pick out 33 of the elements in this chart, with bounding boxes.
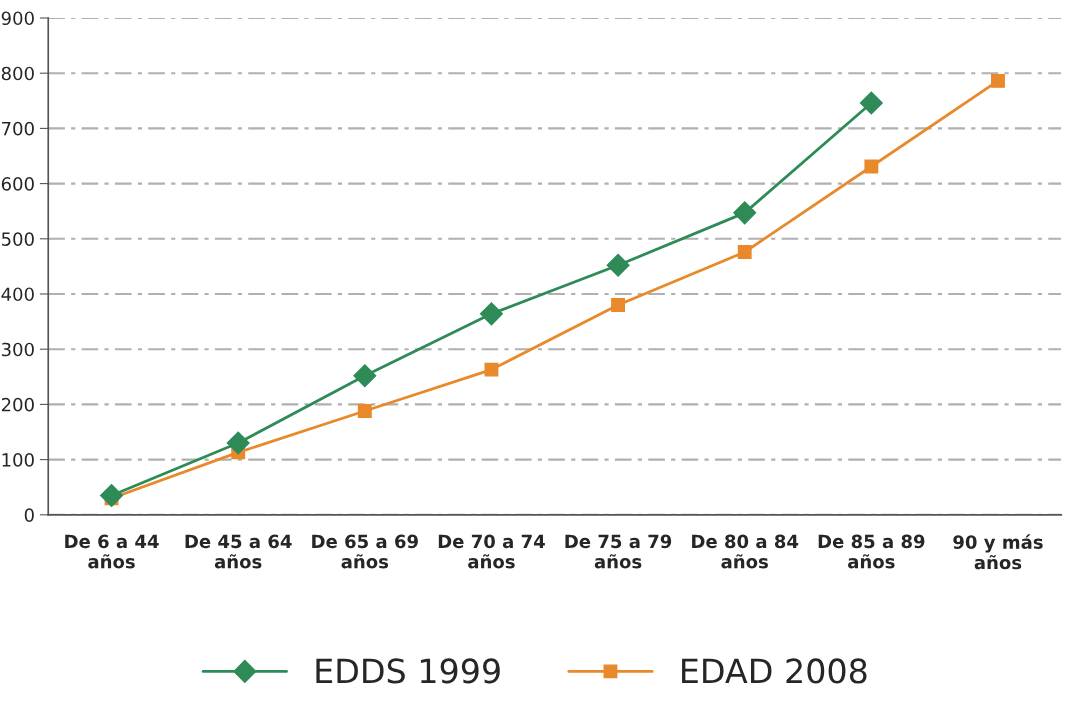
legend-label: EDDS 1999 bbox=[316, 658, 500, 684]
point bbox=[864, 159, 879, 174]
point bbox=[479, 302, 503, 326]
x-tick-label: 90 y más años bbox=[953, 534, 1043, 570]
point bbox=[733, 201, 757, 225]
y-tick-label: 800 bbox=[1, 66, 34, 81]
y-tick-label: 400 bbox=[1, 287, 34, 302]
x-tick-label: De 75 a 79 años bbox=[565, 534, 672, 569]
y-tick-label: 100 bbox=[2, 453, 34, 467]
x-tick-label: De 85 a 89 años bbox=[818, 534, 925, 569]
x-tick-label: De 45 a 64 años bbox=[185, 534, 292, 569]
y-tick-label: 600 bbox=[1, 177, 34, 191]
y-tick-label: 700 bbox=[2, 121, 34, 136]
point bbox=[606, 253, 630, 277]
point bbox=[226, 431, 250, 455]
point bbox=[859, 91, 883, 115]
point bbox=[357, 404, 372, 418]
x-tick-label: De 65 a 69 años bbox=[312, 534, 418, 569]
point bbox=[991, 73, 1005, 88]
y-tick-label: 300 bbox=[1, 342, 34, 357]
y-tick-label: 0 bbox=[24, 508, 34, 522]
point bbox=[100, 483, 124, 507]
point bbox=[353, 364, 377, 388]
y-tick-label: 900 bbox=[1, 11, 34, 26]
point bbox=[737, 245, 752, 259]
x-tick-label: De 6 a 44 años bbox=[65, 534, 159, 569]
y-tick-label: 500 bbox=[1, 232, 34, 246]
y-tick-label: 200 bbox=[1, 397, 34, 412]
x-tick-label: De 80 a 84 años bbox=[692, 534, 799, 569]
point bbox=[611, 298, 626, 312]
x-tick-label: De 70 a 74 años bbox=[438, 534, 545, 569]
point bbox=[484, 362, 499, 377]
legend-label: EDAD 2008 bbox=[682, 658, 867, 684]
